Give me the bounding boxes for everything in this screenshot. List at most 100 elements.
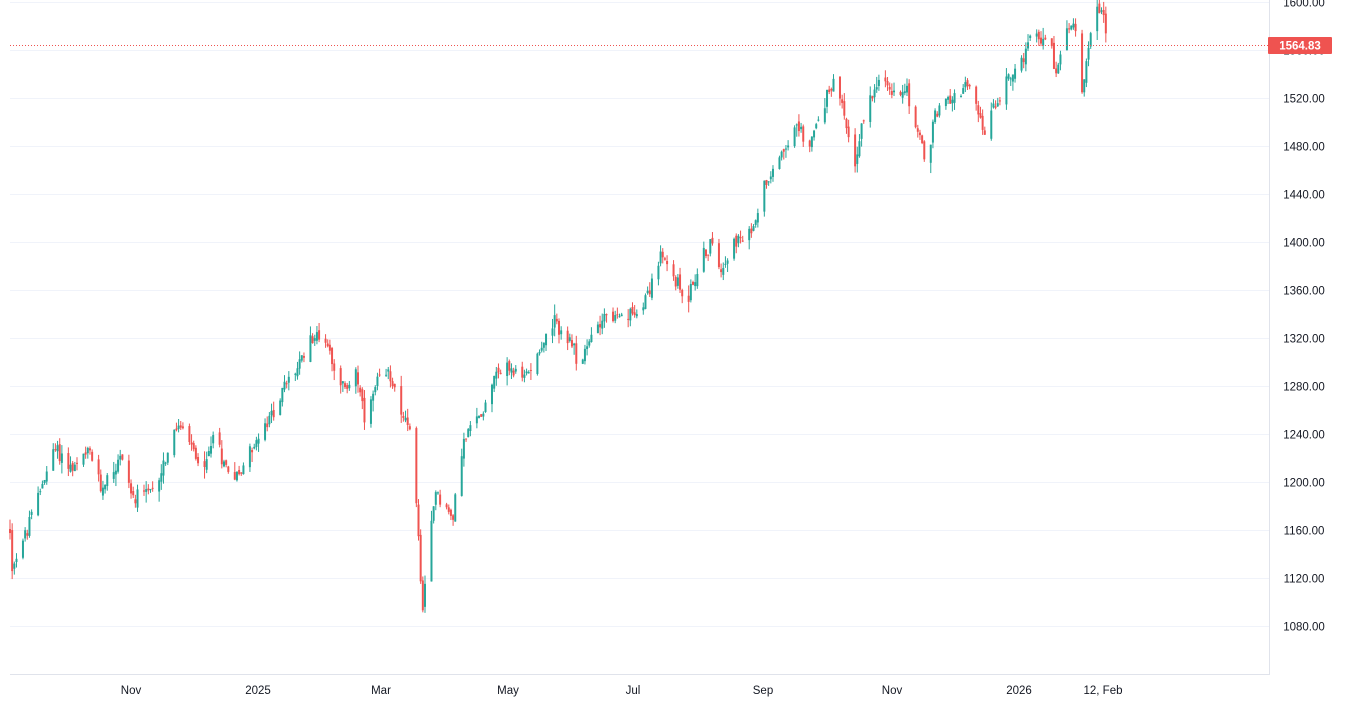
candle-down [179,421,182,430]
candle-body [302,356,305,358]
candle-body [666,260,669,265]
candle-body [921,135,924,144]
candle-up [1014,64,1017,83]
candle-body [54,449,57,451]
candle-body [73,464,76,472]
candle-body [1085,61,1088,83]
candle-body [555,318,558,322]
candle-up [493,375,496,393]
candle-body [91,451,94,461]
time-axis[interactable]: Nov 2025 Mar May Jul Sep Nov 2026 12, Feb [121,685,1123,697]
candle-body [404,417,407,421]
candle-up [1100,7,1103,15]
candle-body [1074,23,1077,32]
candle-up [21,538,24,560]
candle-body [977,105,980,115]
candle-down [512,367,515,378]
candle-body [207,450,210,457]
candle-up [268,412,271,428]
candle-body [843,101,846,116]
candle-up [436,491,439,495]
candle-up [1007,73,1010,81]
candle-down [227,465,230,474]
candle-body [650,278,653,298]
candle-up [800,122,803,133]
candle-up [160,464,163,490]
candle-up [255,436,258,451]
candle-up [145,481,148,503]
candle-body [733,238,736,259]
candle-body [553,315,556,328]
candle-up [767,181,770,186]
candle-body [830,88,833,91]
candle-down [570,334,573,349]
candle-up [635,309,638,319]
candle-body [823,108,826,123]
candle-body [419,534,422,582]
candle-body [936,113,939,117]
candle-body [826,90,829,107]
candle-down [1068,23,1071,34]
candle-down [765,179,768,189]
candle-body [76,462,79,464]
candle-down [421,576,424,613]
candle-up [553,304,556,337]
candle-down [923,140,926,162]
candle-body [966,80,969,87]
candle-body [568,337,571,341]
candle-body [508,361,511,371]
candle-body [642,307,645,311]
price-tick-label: 1400.00 [1283,238,1325,250]
candle-down [663,256,666,261]
candle-down [704,249,707,259]
candle-down [121,454,124,461]
candle-down [419,529,422,584]
candle-body [233,472,236,480]
candle-up [173,429,176,458]
candle-body [28,516,31,536]
candle-body [696,274,699,287]
candle-body [279,400,282,415]
candle-down [966,78,969,90]
candle-down [203,451,206,479]
candle-up [348,381,351,391]
candle-up [817,116,820,122]
candle-up [752,224,755,232]
candle-down [402,411,405,422]
candle-body [318,330,321,340]
candle-body [629,308,632,321]
candle-body [687,295,690,302]
candle-down [994,100,997,110]
candle-body [283,381,286,390]
candle-body [581,359,584,364]
candle-up [869,86,872,128]
candle-up [101,480,104,500]
candle-up [495,366,498,386]
candle-down [862,119,865,124]
candle-body [1024,48,1027,65]
candle-body [521,366,524,378]
candle-body [545,333,548,346]
candle-down [393,383,396,392]
candle-body [218,432,221,445]
candle-up [583,344,586,365]
candle-up [586,339,589,356]
candle-up [510,363,513,380]
candle-body [235,471,238,481]
candle-up [430,510,433,582]
candle-down [76,457,79,471]
candle-body [432,506,435,521]
candle-up [1057,62,1060,74]
candle-up [726,258,729,272]
candle-body [573,343,576,346]
candle-up [482,411,485,421]
candle-down [58,438,61,465]
candle-up [551,318,554,344]
candle-body [385,374,388,376]
candle-body [454,494,457,522]
candle-down [566,326,569,351]
candle-up [573,342,576,355]
candle-body [914,106,917,128]
candle-body [1055,68,1058,74]
